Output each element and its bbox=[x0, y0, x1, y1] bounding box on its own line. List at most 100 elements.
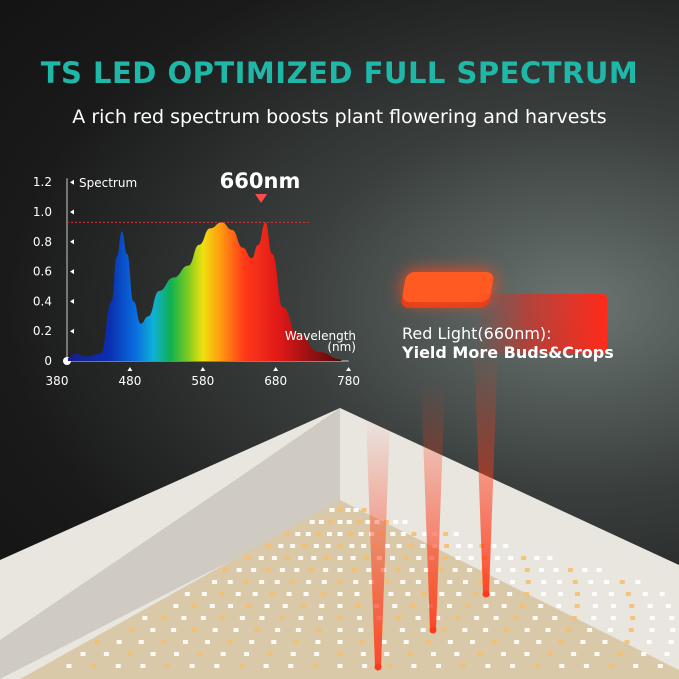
peak-marker-triangle bbox=[255, 194, 268, 203]
led-chip bbox=[357, 616, 363, 620]
led-chip bbox=[624, 640, 630, 644]
led-chip bbox=[438, 568, 444, 572]
led-chip bbox=[94, 640, 100, 644]
subheadline: A rich red spectrum boosts plant floweri… bbox=[72, 106, 607, 128]
led-chip bbox=[214, 664, 220, 668]
led-chip bbox=[501, 652, 507, 656]
led-chip bbox=[356, 520, 362, 524]
led-chip bbox=[381, 640, 387, 644]
led-chip bbox=[353, 508, 359, 512]
led-chip bbox=[420, 628, 426, 632]
led-chip bbox=[337, 604, 343, 608]
led-chip bbox=[349, 544, 355, 548]
led-chip bbox=[619, 580, 625, 584]
led-chip bbox=[227, 580, 233, 584]
led-chip bbox=[254, 628, 260, 632]
led-chip bbox=[337, 520, 343, 524]
led-chip bbox=[354, 592, 360, 596]
led-chip bbox=[524, 568, 530, 572]
led-chip bbox=[265, 568, 271, 572]
y-tick-label: 0.8 bbox=[33, 235, 52, 249]
led-chip bbox=[642, 592, 648, 596]
led-chip bbox=[365, 520, 371, 524]
led-array bbox=[66, 508, 676, 668]
led-chip bbox=[328, 520, 334, 524]
panel-board bbox=[20, 500, 679, 679]
led-chip bbox=[350, 556, 356, 560]
led-chip bbox=[384, 544, 390, 548]
led-chip bbox=[400, 532, 406, 536]
led-chip bbox=[184, 592, 190, 596]
led-chip bbox=[524, 592, 530, 596]
led-chip bbox=[308, 568, 314, 572]
led-chip bbox=[501, 604, 507, 608]
led-chip bbox=[462, 580, 468, 584]
led-chip bbox=[588, 580, 594, 584]
led-chip bbox=[359, 640, 365, 644]
led-chip bbox=[316, 628, 322, 632]
led-chip bbox=[295, 532, 301, 536]
led-chip bbox=[324, 556, 330, 560]
led-chip bbox=[303, 592, 309, 596]
led-chip bbox=[337, 652, 343, 656]
led-chip bbox=[474, 616, 480, 620]
led-chip bbox=[249, 640, 255, 644]
led-chip bbox=[405, 592, 411, 596]
led-chip bbox=[422, 592, 428, 596]
led-chip bbox=[503, 544, 509, 548]
led-chip bbox=[483, 628, 489, 632]
led-chip bbox=[557, 592, 563, 596]
led-chip bbox=[436, 664, 442, 668]
x-tick-label: 380 bbox=[46, 374, 69, 388]
led-chip bbox=[301, 604, 307, 608]
led-chip bbox=[468, 556, 474, 560]
led-chip bbox=[227, 640, 233, 644]
led-chip bbox=[409, 568, 415, 572]
led-chip bbox=[294, 568, 300, 572]
led-chip bbox=[337, 640, 343, 644]
led-chip bbox=[298, 556, 304, 560]
led-chip bbox=[477, 652, 483, 656]
led-chip bbox=[251, 568, 257, 572]
led-chip bbox=[408, 544, 414, 548]
led-chip bbox=[611, 604, 617, 608]
led-chip bbox=[384, 580, 390, 584]
led-chip bbox=[259, 580, 265, 584]
led-chip bbox=[503, 628, 509, 632]
red-light-beam bbox=[421, 380, 445, 630]
led-chip bbox=[460, 664, 466, 668]
led-chip bbox=[467, 544, 473, 548]
led-chip bbox=[541, 592, 547, 596]
led-chip bbox=[547, 556, 553, 560]
led-chip bbox=[630, 616, 636, 620]
led-chip bbox=[264, 604, 270, 608]
led-chip bbox=[608, 664, 614, 668]
led-chip bbox=[142, 616, 148, 620]
led-chip bbox=[567, 568, 573, 572]
led-chip bbox=[351, 568, 357, 572]
led-chip bbox=[566, 628, 572, 632]
led-chip bbox=[358, 628, 364, 632]
led-chip bbox=[469, 640, 475, 644]
led-chip bbox=[201, 592, 207, 596]
led-chip bbox=[492, 640, 498, 644]
led-chip bbox=[574, 604, 580, 608]
led-chip bbox=[321, 580, 327, 584]
led-chip bbox=[435, 616, 441, 620]
led-chip bbox=[669, 616, 675, 620]
led-chip bbox=[524, 628, 530, 632]
led-chip bbox=[353, 580, 359, 584]
red-light-beams bbox=[366, 344, 498, 671]
led-chip bbox=[337, 628, 343, 632]
led-chip bbox=[348, 532, 354, 536]
led-chip bbox=[657, 664, 663, 668]
led-chip bbox=[278, 616, 284, 620]
led-chip bbox=[258, 556, 264, 560]
led-chip bbox=[403, 640, 409, 644]
led-chip bbox=[362, 664, 368, 668]
led-chip bbox=[483, 604, 489, 608]
led-chip bbox=[403, 556, 409, 560]
led-chip bbox=[127, 652, 133, 656]
led-chip bbox=[271, 640, 277, 644]
